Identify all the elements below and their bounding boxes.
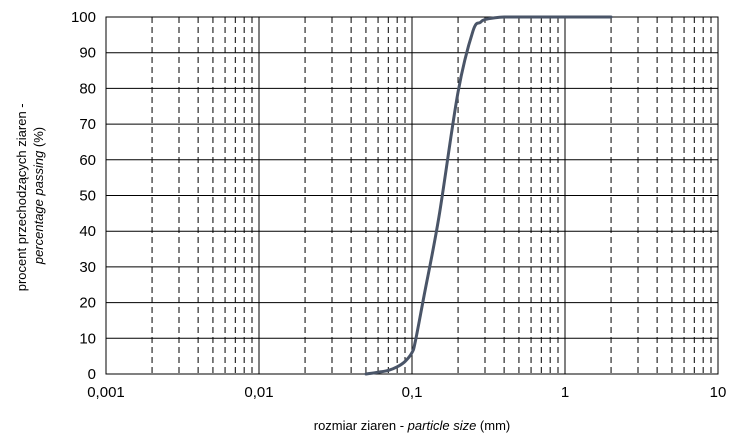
y-tick-label: 70 [79,116,96,133]
y-axis-title-italic: percentage passing [31,150,46,265]
y-tick-label: 0 [88,366,96,383]
y-tick-label: 80 [79,80,96,97]
y-axis-title: procent przechodzących ziaren - percenta… [14,100,46,292]
y-tick-label: 60 [79,152,96,169]
x-axis-title-italic: particle size [407,418,477,433]
x-axis-title-plain: rozmiar ziaren - [314,418,408,433]
tick-labels: 0 10 20 30 40 50 60 70 80 90 100 0,001 0,01 0,1 1 10 [71,9,726,401]
x-axis-title: rozmiar ziaren - particle size (mm) [314,418,511,433]
y-tick-label: 10 [79,330,96,347]
x-tick-label: 0,01 [244,384,273,401]
y-tick-label: 30 [79,259,96,276]
y-tick-label: 90 [79,45,96,62]
y-axis-title-line2: percentage passing (%) [31,127,46,265]
grading-curve-line [364,15,613,376]
series-group [364,15,613,376]
x-axis-title-unit: (mm) [476,418,510,433]
plot-area-border [105,16,719,375]
x-tick-label: 1 [561,384,569,401]
x-tick-label: 10 [710,384,727,401]
y-tick-label: 40 [79,223,96,240]
y-tick-label: 50 [79,188,96,205]
x-tick-label: 0,1 [402,384,423,401]
y-axis-title-unit: (%) [31,127,46,151]
x-tick-label: 0,001 [87,384,125,401]
y-axis-title-line1: procent przechodzących ziaren - [14,103,29,291]
chart-grid [105,16,719,375]
y-tick-label: 100 [71,9,96,26]
y-tick-label: 20 [79,295,96,312]
